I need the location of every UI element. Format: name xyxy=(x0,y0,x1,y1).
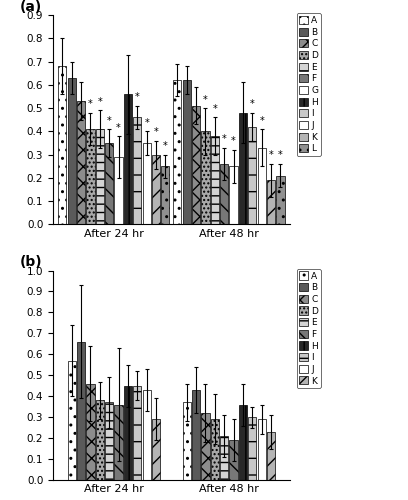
Bar xyxy=(257,420,266,480)
Bar xyxy=(95,400,104,480)
Bar xyxy=(267,432,275,480)
Bar xyxy=(220,164,228,224)
Bar xyxy=(105,143,113,224)
Bar xyxy=(68,78,76,225)
Bar xyxy=(257,148,266,224)
Bar xyxy=(142,390,151,480)
Text: *: * xyxy=(88,100,93,110)
Legend: A, B, C, D, E, F, G, H, I, J, K, L: A, B, C, D, E, F, G, H, I, J, K, L xyxy=(297,13,321,156)
Bar xyxy=(201,413,210,480)
Bar xyxy=(77,342,85,480)
Bar xyxy=(133,118,142,224)
Text: *: * xyxy=(154,127,158,137)
Bar xyxy=(239,404,247,480)
Text: (b): (b) xyxy=(20,256,42,270)
Bar xyxy=(86,384,95,480)
Bar xyxy=(58,66,67,224)
Text: *: * xyxy=(278,150,283,160)
Bar xyxy=(248,126,256,224)
Bar xyxy=(124,94,132,224)
Text: *: * xyxy=(231,136,236,146)
Bar xyxy=(86,129,95,224)
Bar xyxy=(133,386,142,480)
Bar xyxy=(95,129,104,224)
Bar xyxy=(142,143,151,224)
Bar xyxy=(192,390,200,480)
Legend: A, B, C, D, E, F, H, I, J, K: A, B, C, D, E, F, H, I, J, K xyxy=(297,269,321,388)
Text: *: * xyxy=(222,134,226,144)
Bar xyxy=(183,402,191,480)
Bar xyxy=(267,180,275,224)
Bar xyxy=(173,80,182,225)
Bar xyxy=(183,80,191,225)
Bar xyxy=(114,404,123,480)
Text: *: * xyxy=(144,118,149,128)
Bar xyxy=(201,132,210,224)
Bar xyxy=(211,136,219,224)
Text: *: * xyxy=(107,116,111,126)
Bar xyxy=(211,420,219,480)
Bar xyxy=(239,112,247,224)
Bar xyxy=(152,154,160,224)
Text: *: * xyxy=(259,116,264,126)
Bar xyxy=(114,157,123,224)
Bar xyxy=(68,360,76,480)
Text: *: * xyxy=(268,150,273,160)
Text: *: * xyxy=(203,94,208,104)
Text: *: * xyxy=(135,92,140,102)
Bar xyxy=(229,440,238,480)
Text: *: * xyxy=(250,100,255,110)
Text: *: * xyxy=(98,97,102,107)
Bar xyxy=(77,101,85,224)
Bar xyxy=(124,386,132,480)
Text: *: * xyxy=(163,141,168,151)
Bar xyxy=(276,176,284,224)
Bar xyxy=(248,417,256,480)
Bar xyxy=(220,436,228,480)
Bar xyxy=(161,166,169,224)
Bar xyxy=(229,166,238,224)
Text: *: * xyxy=(116,122,121,132)
Bar xyxy=(152,420,160,480)
Bar xyxy=(105,402,113,480)
Bar xyxy=(192,106,200,224)
Text: (a): (a) xyxy=(20,0,42,14)
Text: *: * xyxy=(213,104,217,114)
